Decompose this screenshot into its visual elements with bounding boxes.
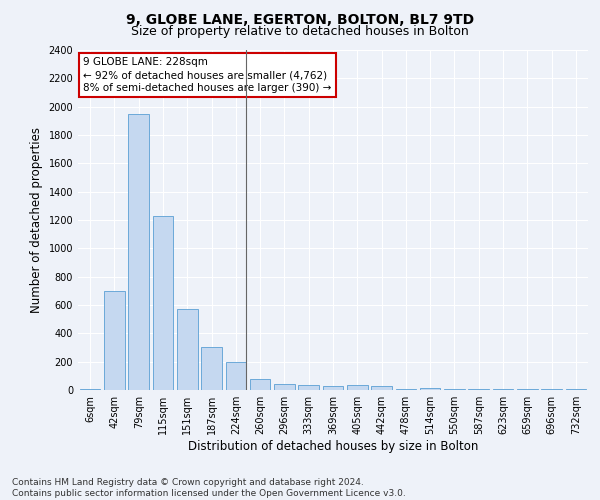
Bar [226, 362, 246, 390]
Bar [395, 388, 416, 390]
Bar [128, 114, 149, 390]
Text: Size of property relative to detached houses in Bolton: Size of property relative to detached ho… [131, 25, 469, 38]
Bar [371, 386, 392, 390]
Bar [104, 291, 125, 390]
Bar [80, 388, 100, 390]
Bar [201, 347, 222, 390]
Bar [250, 378, 271, 390]
Y-axis label: Number of detached properties: Number of detached properties [30, 127, 43, 313]
Bar [274, 384, 295, 390]
Bar [420, 388, 440, 390]
Text: 9, GLOBE LANE, EGERTON, BOLTON, BL7 9TD: 9, GLOBE LANE, EGERTON, BOLTON, BL7 9TD [126, 12, 474, 26]
Bar [152, 216, 173, 390]
X-axis label: Distribution of detached houses by size in Bolton: Distribution of detached houses by size … [188, 440, 478, 453]
Bar [323, 386, 343, 390]
Bar [347, 385, 368, 390]
Text: Contains HM Land Registry data © Crown copyright and database right 2024.
Contai: Contains HM Land Registry data © Crown c… [12, 478, 406, 498]
Text: 9 GLOBE LANE: 228sqm
← 92% of detached houses are smaller (4,762)
8% of semi-det: 9 GLOBE LANE: 228sqm ← 92% of detached h… [83, 57, 331, 93]
Bar [298, 385, 319, 390]
Bar [177, 308, 197, 390]
